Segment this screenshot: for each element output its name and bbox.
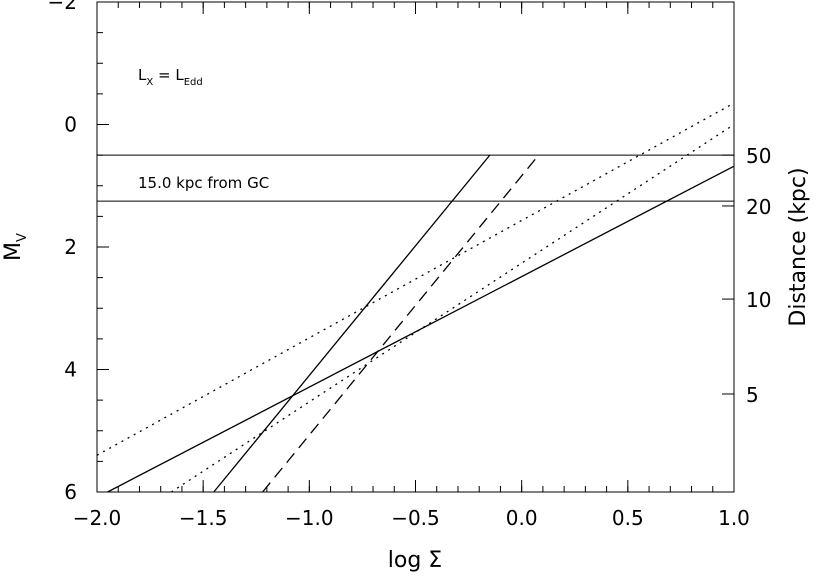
series-line-solid (213, 154, 491, 493)
y2-tick-label: 50 (746, 144, 771, 168)
x-tick-label: −1.0 (285, 506, 334, 530)
y-axis-label: MV (1, 233, 30, 261)
hline-annotation-gc: 15.0 kpc from GC (138, 174, 269, 192)
y-tick-label: 4 (64, 358, 77, 382)
series-line-dotted (170, 123, 735, 493)
series-line-dashed (262, 154, 540, 493)
x-tick-label: 0.5 (612, 506, 644, 530)
y2-ticks: 50 20 10 5 (722, 144, 771, 407)
series-lines (96, 102, 735, 493)
x-tick-label: −1.5 (179, 506, 228, 530)
x-tick-label: 0.0 (506, 506, 538, 530)
y2-axis-label: Distance (kpc) (786, 167, 811, 326)
y-tick-label: 6 (64, 480, 77, 504)
y-tick-label: 0 (64, 113, 77, 137)
hline-annotation-eddington: LX = LEdd (138, 66, 203, 88)
x-axis-label: log Σ (388, 548, 442, 573)
x-ticks: −2.0 −1.5 −1.0 −0.5 0.0 0.5 1.0 (73, 2, 750, 530)
x-tick-label: 1.0 (718, 506, 750, 530)
y2-tick-label: 5 (746, 383, 759, 407)
hlines (97, 154, 734, 202)
y-ticks: −2 0 2 4 6 (48, 0, 109, 504)
y-tick-label: −2 (48, 0, 77, 14)
series-line-dotted (96, 102, 735, 456)
series-line-solid (107, 165, 735, 493)
x-tick-label: −0.5 (391, 506, 440, 530)
plot-frame (96, 1, 735, 493)
y2-tick-label: 10 (746, 288, 771, 312)
x-tick-label: −2.0 (73, 506, 122, 530)
y2-tick-label: 20 (746, 195, 771, 219)
y-tick-label: 2 (64, 235, 77, 259)
